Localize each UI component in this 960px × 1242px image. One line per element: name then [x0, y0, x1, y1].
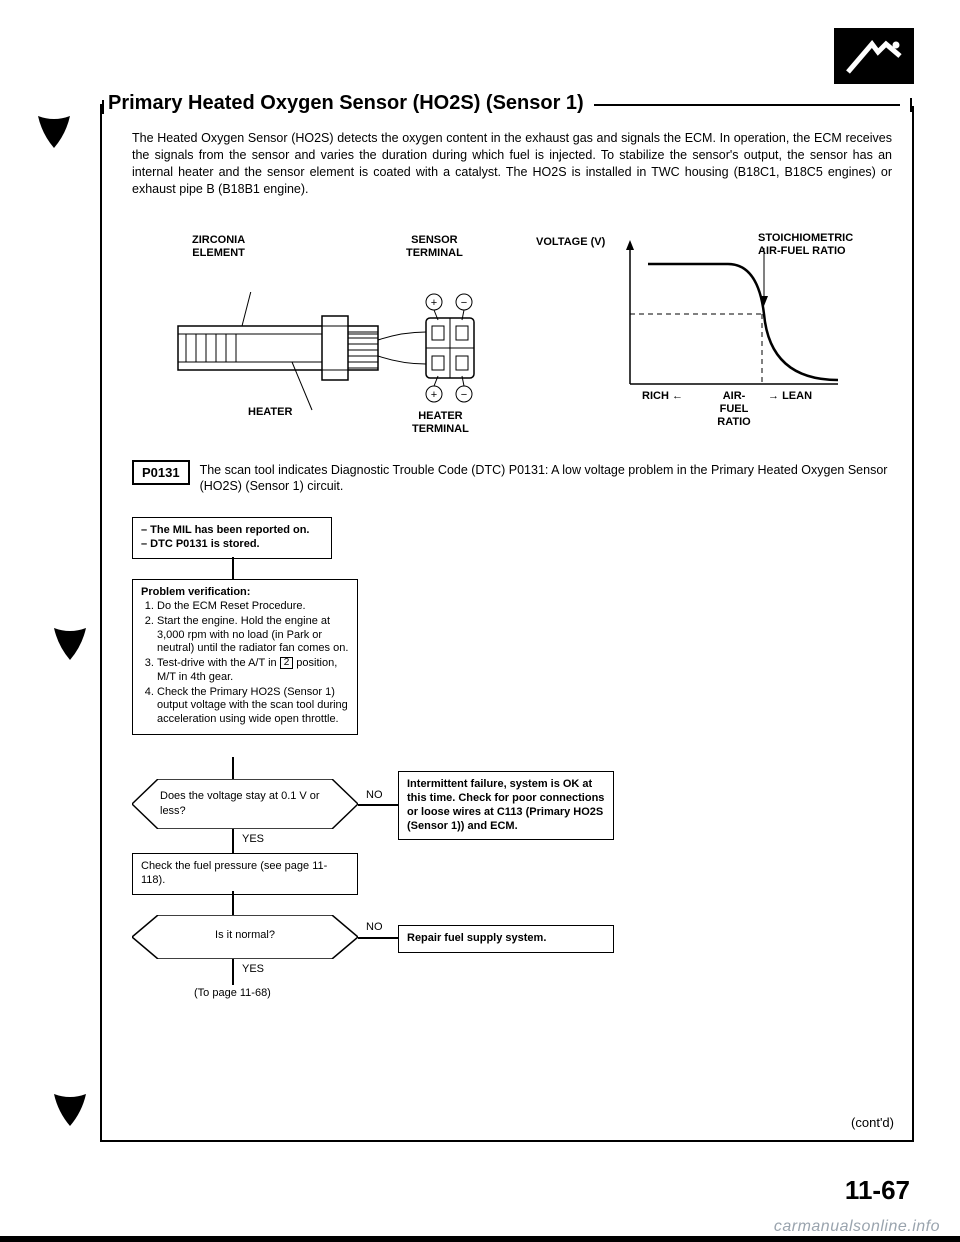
flow-pv-item: Check the Primary HO2S (Sensor 1) output… [157, 686, 349, 727]
label-rich: RICH ← [642, 390, 683, 403]
flow-start-box: – The MIL has been reported on. – DTC P0… [132, 517, 332, 559]
svg-text:+: + [431, 297, 437, 309]
label-lean: → LEAN [768, 390, 812, 403]
flow-no-label: NO [366, 789, 383, 801]
svg-text:−: − [461, 389, 467, 401]
dtc-row: P0131 The scan tool indicates Diagnostic… [132, 460, 892, 496]
page-number: 11-67 [845, 1175, 910, 1206]
bottom-bar [0, 1236, 960, 1242]
dtc-code-box: P0131 [132, 460, 190, 485]
flow-check-fuel: Check the fuel pressure (see page 11-118… [132, 853, 358, 895]
contd-label: (cont'd) [851, 1115, 894, 1130]
intro-paragraph: The Heated Oxygen Sensor (HO2S) detects … [132, 130, 892, 198]
label-sensor-terminal: SENSOR TERMINAL [406, 234, 463, 260]
flow-problem-verification: Problem verification: Do the ECM Reset P… [132, 579, 358, 735]
flow-check-fuel-text: Check the fuel pressure (see page 11-118… [141, 860, 327, 886]
margin-arrow-icon [34, 112, 74, 152]
dtc-description: The scan tool indicates Diagnostic Troub… [200, 460, 892, 496]
margin-arrow-icon [50, 1090, 90, 1130]
flow-to-page: (To page 11-68) [194, 987, 271, 999]
margin-arrow-icon [50, 624, 90, 664]
label-zirconia: ZIRCONIA ELEMENT [192, 234, 245, 260]
flow-start-text: – The MIL has been reported on. – DTC P0… [141, 524, 323, 552]
flow-pv-item: Test-drive with the A/T in 2 position, M… [157, 657, 349, 685]
label-voltage: VOLTAGE (V) [536, 236, 605, 249]
flow-pv-list: Do the ECM Reset Procedure. Start the en… [141, 600, 349, 727]
watermark: carmanualsonline.info [774, 1218, 940, 1236]
flow-repair-fuel-text: Repair fuel supply system. [407, 932, 546, 944]
manual-logo [834, 28, 914, 84]
content-frame: The Heated Oxygen Sensor (HO2S) detects … [100, 106, 914, 1142]
svg-text:+: + [431, 389, 437, 401]
sensor-diagram-region: ZIRCONIA ELEMENT SENSOR TERMINAL HEATER … [132, 226, 892, 446]
flow-intermittent-text: Intermittent failure, system is OK at th… [407, 778, 604, 831]
flow-yes-label: YES [242, 963, 264, 975]
flow-decision-voltage-text: Does the voltage stay at 0.1 V or less? [160, 789, 330, 818]
flow-intermittent-box: Intermittent failure, system is OK at th… [398, 771, 614, 840]
flow-decision-normal: Is it normal? [132, 915, 358, 959]
flow-no-label: NO [366, 921, 383, 933]
diagnostic-flowchart: – The MIL has been reported on. – DTC P0… [132, 517, 892, 1047]
flow-decision-normal-text: Is it normal? [132, 929, 358, 941]
flow-pv-item: Do the ECM Reset Procedure. [157, 600, 349, 614]
svg-text:−: − [461, 297, 467, 309]
sensor-drawing: + − + − [172, 292, 502, 382]
voltage-graph: VOLTAGE (V) STOICHIOMETRIC AIR-FUEL RATI… [608, 234, 858, 414]
flow-pv-item: Start the engine. Hold the engine at 3,0… [157, 615, 349, 656]
label-stoichiometric: STOICHIOMETRIC AIR-FUEL RATIO [758, 232, 878, 258]
flow-repair-fuel: Repair fuel supply system. [398, 925, 614, 953]
flow-yes-label: YES [242, 833, 264, 845]
label-heater-terminal: HEATER TERMINAL [412, 410, 469, 436]
flow-decision-voltage: Does the voltage stay at 0.1 V or less? [132, 779, 358, 829]
flow-pv-title: Problem verification: [141, 586, 349, 600]
label-air-fuel: AIR- FUEL RATIO [710, 390, 758, 430]
